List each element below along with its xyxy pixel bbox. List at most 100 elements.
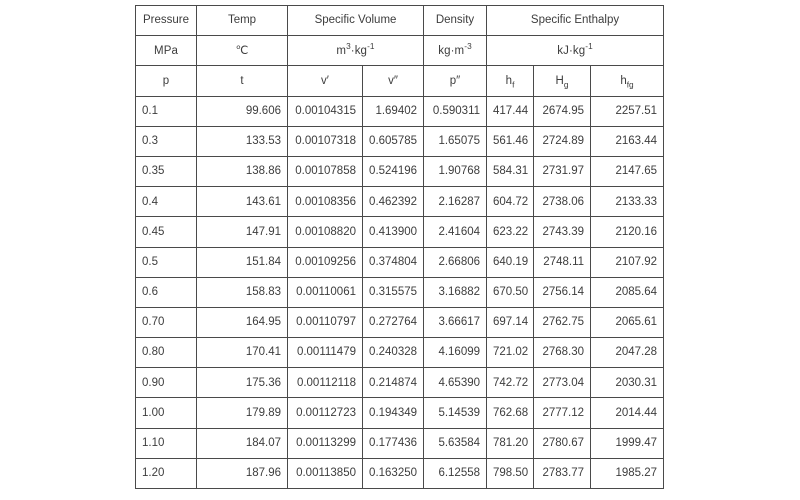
table-row: 1.10 184.07 0.00113299 0.177436 5.63584 781.2… [135, 427, 665, 459]
column-symbol-header: p″ [423, 65, 488, 97]
steam-properties-table-container: Pressure Temp Specific Volume Density Specif… [135, 4, 665, 490]
cell-v_prime: 0.00109256 [287, 246, 363, 278]
cell-v_double_prime: 0.240328 [361, 337, 425, 369]
column-unit-header: m3·kg-1 [286, 35, 425, 67]
cell-h_fg: 2014.44 [590, 397, 665, 429]
cell-h_f: 417.44 [486, 95, 535, 127]
cell-t: 99.606 [196, 95, 288, 127]
cell-h_f: 742.72 [486, 367, 535, 399]
cell-h_fg: 2065.61 [590, 306, 665, 339]
cell-p: 1.20 [135, 457, 197, 490]
column-group-header: Temp [196, 4, 288, 37]
cell-v_prime: 0.00107318 [287, 125, 363, 157]
cell-p: 1.00 [135, 397, 197, 429]
cell-v_prime: 0.00113299 [287, 427, 363, 459]
table-row: 0.35 138.86 0.00107858 0.524196 1.90768 584.3… [135, 155, 665, 188]
cell-H_g: 2762.75 [533, 306, 592, 339]
cell-v_double_prime: 0.413900 [361, 216, 425, 248]
cell-h_f: 561.46 [486, 125, 535, 157]
cell-H_g: 2773.04 [533, 367, 592, 399]
column-group-header: Specific Enthalpy [486, 4, 665, 37]
cell-H_g: 2674.95 [533, 95, 592, 127]
column-symbol-header: Hg [533, 65, 592, 97]
header-row-group: Pressure Temp Specific Volume Density Specif… [135, 4, 665, 37]
cell-t: 158.83 [196, 276, 288, 308]
cell-h_f: 762.68 [486, 397, 535, 429]
cell-h_fg: 1999.47 [590, 427, 665, 459]
column-group-header: Pressure [135, 4, 197, 37]
cell-p: 0.35 [135, 155, 197, 188]
cell-v_prime: 0.00112723 [287, 397, 363, 429]
cell-h_f: 640.19 [486, 246, 535, 278]
cell-H_g: 2731.97 [533, 155, 592, 188]
cell-v_double_prime: 0.605785 [361, 125, 425, 157]
cell-t: 151.84 [196, 246, 288, 278]
cell-rho_double_prime: 0.590311 [423, 95, 488, 127]
table-row: 0.4 143.61 0.00108356 0.462392 2.16287 604.72… [135, 186, 665, 218]
table-row: 0.6 158.83 0.00110061 0.315575 3.16882 670.50… [135, 276, 665, 308]
column-unit-header: kg·m-3 [423, 35, 488, 67]
cell-v_prime: 0.00108820 [287, 216, 363, 248]
column-symbol-header: p [135, 65, 197, 97]
cell-p: 1.10 [135, 427, 197, 459]
cell-t: 164.95 [196, 306, 288, 339]
cell-rho_double_prime: 6.12558 [423, 457, 488, 490]
cell-h_f: 798.50 [486, 457, 535, 490]
column-unit-header: MPa [135, 35, 197, 67]
cell-rho_double_prime: 3.16882 [423, 276, 488, 308]
table-row: 0.80 170.41 0.00111479 0.240328 4.16099 721.0… [135, 337, 665, 369]
cell-v_double_prime: 0.272764 [361, 306, 425, 339]
cell-v_double_prime: 0.462392 [361, 186, 425, 218]
cell-t: 179.89 [196, 397, 288, 429]
cell-rho_double_prime: 1.90768 [423, 155, 488, 188]
cell-h_fg: 2085.64 [590, 276, 665, 308]
table-row: 0.70 164.95 0.00110797 0.272764 3.66617 697.1… [135, 306, 665, 339]
cell-v_prime: 0.00111479 [287, 337, 363, 369]
steam-properties-table: Pressure Temp Specific Volume Density Specif… [135, 4, 665, 490]
column-symbol-header: hfg [590, 65, 665, 97]
cell-h_fg: 2107.92 [590, 246, 665, 278]
cell-rho_double_prime: 4.65390 [423, 367, 488, 399]
cell-h_f: 584.31 [486, 155, 535, 188]
cell-H_g: 2780.67 [533, 427, 592, 459]
column-symbol-header: t [196, 65, 288, 97]
cell-H_g: 2783.77 [533, 457, 592, 490]
cell-H_g: 2743.39 [533, 216, 592, 248]
cell-rho_double_prime: 3.66617 [423, 306, 488, 339]
cell-h_fg: 2120.16 [590, 216, 665, 248]
cell-h_f: 697.14 [486, 306, 535, 339]
column-symbol-header: hf [486, 65, 535, 97]
cell-p: 0.90 [135, 367, 197, 399]
cell-rho_double_prime: 2.16287 [423, 186, 488, 218]
cell-H_g: 2748.11 [533, 246, 592, 278]
cell-H_g: 2777.12 [533, 397, 592, 429]
cell-v_double_prime: 0.194349 [361, 397, 425, 429]
table-row: 0.5 151.84 0.00109256 0.374804 2.66806 640.19… [135, 246, 665, 278]
cell-h_f: 721.02 [486, 337, 535, 369]
cell-rho_double_prime: 1.65075 [423, 125, 488, 157]
column-symbol-header: v″ [361, 65, 425, 97]
cell-p: 0.4 [135, 186, 197, 218]
cell-p: 0.70 [135, 306, 197, 339]
cell-v_prime: 0.00113850 [287, 457, 363, 490]
cell-h_fg: 2133.33 [590, 186, 665, 218]
cell-h_f: 604.72 [486, 186, 535, 218]
cell-h_f: 623.22 [486, 216, 535, 248]
cell-t: 175.36 [196, 367, 288, 399]
cell-v_double_prime: 1.69402 [361, 95, 425, 127]
cell-h_fg: 2047.28 [590, 337, 665, 369]
cell-v_prime: 0.00104315 [287, 95, 363, 127]
table-row: 0.1 99.606 0.00104315 1.69402 0.590311 417.44… [135, 95, 665, 127]
column-group-header: Specific Volume [286, 4, 425, 37]
table-row: 1.20 187.96 0.00113850 0.163250 6.12558 798.5… [135, 457, 665, 490]
cell-h_fg: 1985.27 [590, 457, 665, 490]
column-symbol-header: v′ [287, 65, 363, 97]
cell-h_fg: 2163.44 [590, 125, 665, 157]
table-row: 0.90 175.36 0.00112118 0.214874 4.65390 742.7… [135, 367, 665, 399]
cell-t: 184.07 [196, 427, 288, 459]
cell-p: 0.1 [135, 95, 197, 127]
cell-h_fg: 2030.31 [590, 367, 665, 399]
cell-v_prime: 0.00110061 [287, 276, 363, 308]
cell-rho_double_prime: 4.16099 [423, 337, 488, 369]
cell-v_double_prime: 0.315575 [361, 276, 425, 308]
